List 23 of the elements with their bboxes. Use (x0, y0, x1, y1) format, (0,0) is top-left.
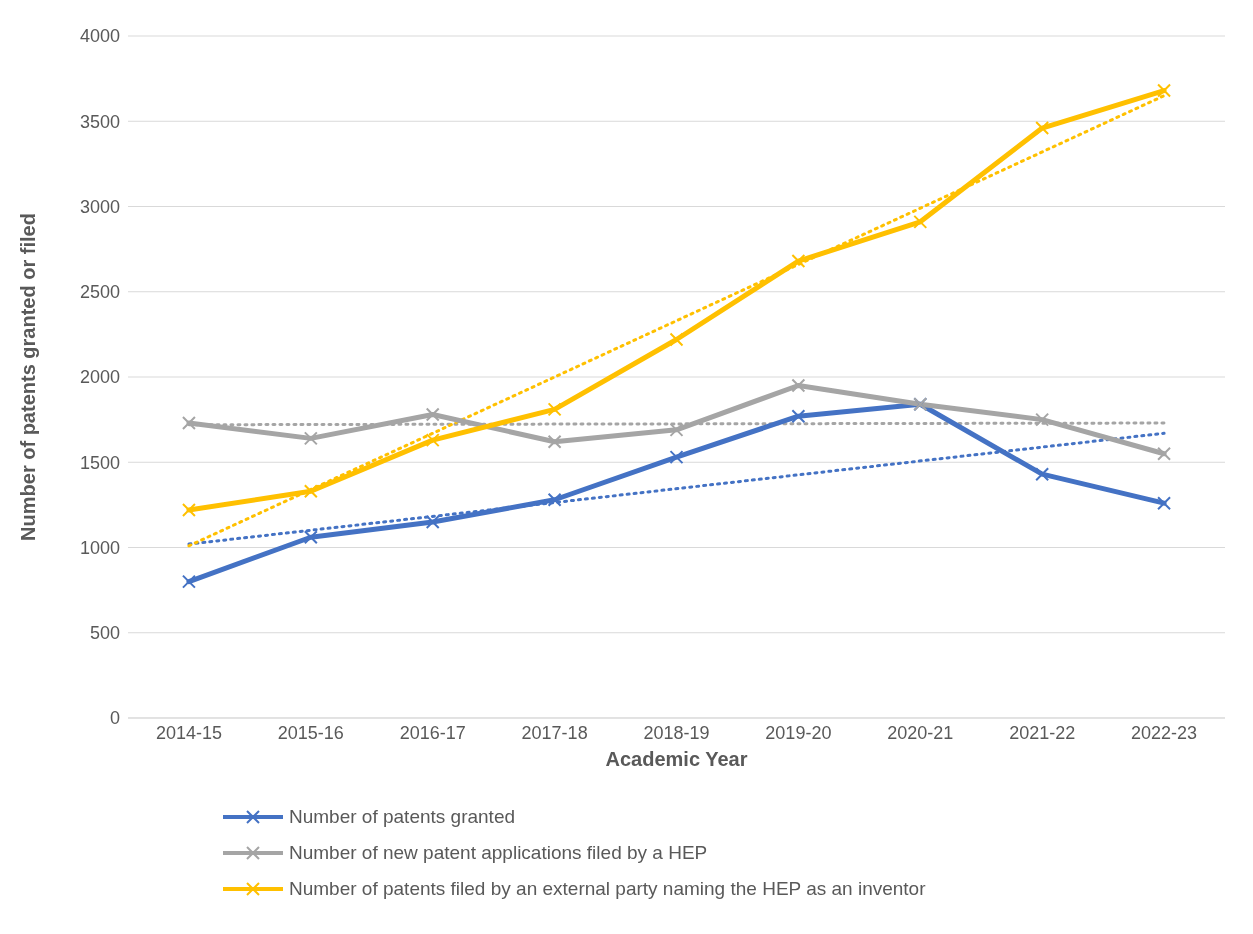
y-tick-label: 3000 (79, 196, 120, 217)
x-tick-label: 2020-21 (887, 722, 954, 743)
x-tick-label: 2017-18 (521, 722, 588, 743)
legend-label: Number of patents granted (289, 806, 516, 828)
x-tick-label: 2018-19 (643, 722, 710, 743)
legend-label: Number of patents filed by an external party naming the HEP as an inventor (289, 878, 926, 900)
x-tick-label: 2016-17 (399, 722, 466, 743)
y-tick-label: 0 (109, 708, 120, 729)
x-tick-label: 2015-16 (277, 722, 344, 743)
y-tick-label: 500 (89, 623, 120, 644)
y-tick-label: 1500 (79, 452, 120, 473)
y-tick-label: 3500 (79, 111, 120, 132)
y-tick-label: 2000 (79, 367, 120, 388)
y-axis-title: Number of patents granted or filed (17, 213, 40, 541)
y-tick-label: 2500 (79, 282, 120, 303)
x-tick-label: 2022-23 (1131, 722, 1198, 743)
x-tick-label: 2021-22 (1009, 722, 1076, 743)
legend-label: Number of new patent applications filed by a HEP (289, 842, 708, 864)
y-tick-label: 4000 (79, 26, 120, 47)
x-tick-label: 2014-15 (155, 722, 222, 743)
x-axis-title: Academic Year (605, 748, 748, 770)
y-tick-label: 1000 (79, 537, 120, 558)
x-tick-label: 2019-20 (765, 722, 832, 743)
